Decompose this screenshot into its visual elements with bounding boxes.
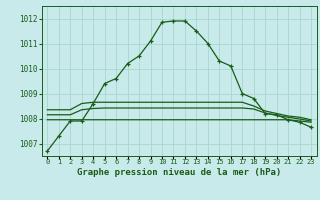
X-axis label: Graphe pression niveau de la mer (hPa): Graphe pression niveau de la mer (hPa) <box>77 168 281 177</box>
